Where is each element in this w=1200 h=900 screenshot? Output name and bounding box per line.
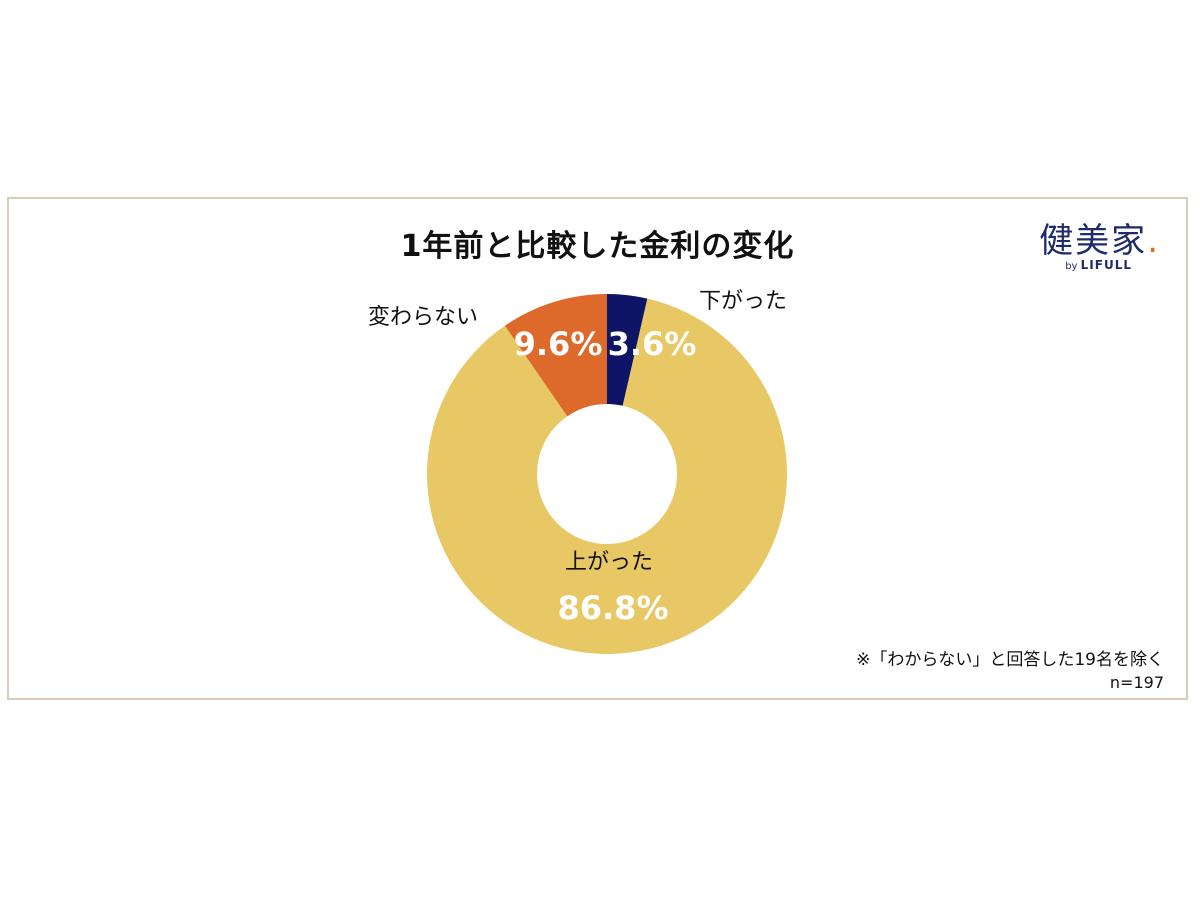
- slice-value-label: 3.6%: [608, 325, 697, 363]
- brand-logo: 健美家. by LIFULL: [1039, 213, 1158, 272]
- slice-category-label: 変わらない: [368, 305, 478, 330]
- brand-dot: .: [1147, 221, 1158, 261]
- slice-category-label: 下がった: [699, 289, 787, 314]
- slice-category-label: 上がった: [565, 550, 653, 575]
- chart-title: 1年前と比較した金利の変化: [400, 229, 795, 264]
- donut-slice-3: [504, 294, 607, 417]
- slice-value-label: 9.6%: [514, 325, 603, 363]
- brand-sub: by LIFULL: [1039, 258, 1158, 272]
- chart-card: 1年前と比較した金利の変化 健美家. by LIFULL 下がった上がった 変わら…: [7, 197, 1188, 700]
- brand-name: 健美家: [1039, 221, 1148, 261]
- slice-value-label: 86.8%: [557, 589, 668, 627]
- donut-slice-2: [427, 298, 788, 654]
- sample-size: n=197: [1109, 673, 1164, 692]
- donut-slice-1: [607, 294, 648, 406]
- footnote: ※「わからない」と回答した19名を除く: [856, 650, 1164, 670]
- brand-company: LIFULL: [1080, 258, 1132, 272]
- brand-by: by: [1065, 261, 1078, 272]
